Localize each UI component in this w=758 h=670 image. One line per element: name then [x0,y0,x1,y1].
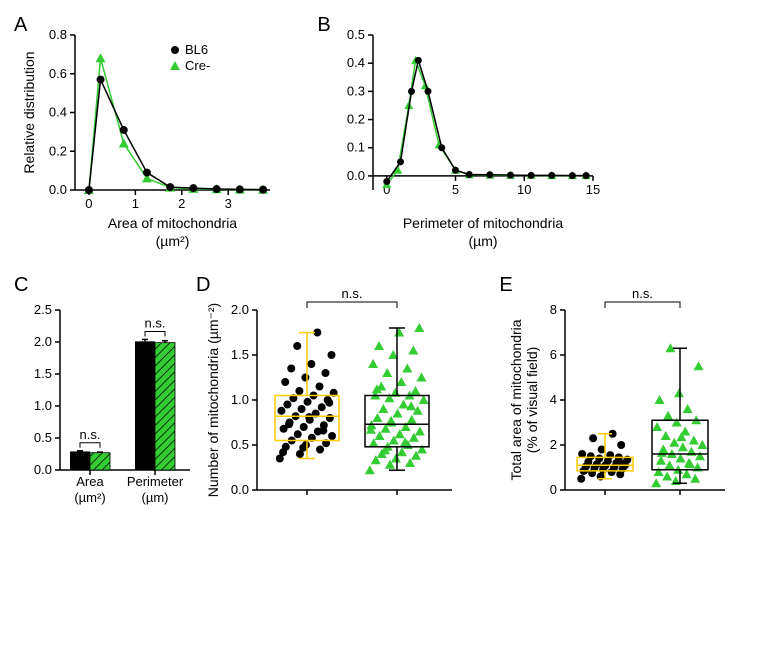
svg-text:0.4: 0.4 [347,55,365,70]
svg-text:0.5: 0.5 [347,27,365,42]
panel-e-label: E [499,274,512,297]
svg-text:Cre-: Cre- [185,58,210,73]
panel-b-label: B [317,14,330,37]
svg-text:1.5: 1.5 [34,366,52,381]
svg-text:15: 15 [586,182,600,197]
panel-c: C 0.00.51.01.52.02.5n.s.Area(µm²)n.s.Per… [20,280,192,540]
svg-text:8: 8 [550,302,557,317]
svg-text:n.s.: n.s. [632,286,653,301]
svg-text:4: 4 [550,392,557,407]
svg-text:10: 10 [517,182,531,197]
svg-text:6: 6 [550,347,557,362]
svg-text:n.s.: n.s. [342,286,363,301]
panel-d-svg: 0.0 0.5 1.0 1.5 2.0 n.s. Number of mitochondri… [202,280,462,540]
panel-a-label: A [14,14,27,37]
svg-text:0.4: 0.4 [49,105,67,120]
svg-text:2.0: 2.0 [231,302,249,317]
svg-text:Perimeter of mitochondria: Perimeter of mitochondria [403,215,564,231]
svg-text:1.5: 1.5 [231,347,249,362]
svg-text:(µm²): (µm²) [156,233,190,249]
svg-text:1.0: 1.0 [34,398,52,413]
panel-d-label: D [196,274,210,297]
svg-text:0.0: 0.0 [347,168,365,183]
svg-text:Perimeter: Perimeter [127,474,184,489]
svg-text:0.2: 0.2 [49,143,67,158]
svg-text:BL6: BL6 [185,42,208,57]
svg-text:1: 1 [132,196,139,211]
panel-d: D 0.00.51.01.52.0n.s.Number of mitochond… [202,280,495,540]
svg-text:2.0: 2.0 [34,334,52,349]
svg-text:0.2: 0.2 [347,112,365,127]
svg-text:Total area of mitochondria: Total area of mitochondria [508,319,524,480]
svg-text:0.0: 0.0 [231,482,249,497]
svg-text:n.s.: n.s. [80,427,101,442]
svg-text:5: 5 [452,182,459,197]
svg-text:0.3: 0.3 [347,83,365,98]
svg-text:(µm): (µm) [469,233,498,249]
figure-grid: A 0.00.20.40.60.80123BL6Cre-Relative dis… [20,20,738,540]
svg-text:0.0: 0.0 [34,462,52,477]
panel-b-svg: 0.00.10.20.30.40.5051015Perimeter of mit… [323,20,603,260]
panel-b: B 0.00.10.20.30.40.5051015Perimeter of m… [323,20,738,260]
svg-text:(% of visual field): (% of visual field) [524,347,540,454]
svg-text:0.5: 0.5 [231,437,249,452]
svg-text:3: 3 [225,196,232,211]
svg-text:Area of mitochondria: Area of mitochondria [108,215,237,231]
svg-text:1.0: 1.0 [231,392,249,407]
svg-text:Area: Area [76,474,104,489]
panel-e-svg: 0 2 4 6 8 n.s. Total area of mitochondria(% of… [505,280,735,540]
svg-text:2.5: 2.5 [34,302,52,317]
svg-text:Relative distribution: Relative distribution [21,51,37,173]
svg-text:n.s.: n.s. [145,315,166,330]
panel-c-label: C [14,274,28,297]
svg-text:0.6: 0.6 [49,66,67,81]
panel-a-svg: 0.0 0.2 0.4 0.6 0.8 0 1 2 3 BL6Cre- Relative distr… [20,20,280,260]
svg-text:0: 0 [85,196,92,211]
svg-text:0.8: 0.8 [49,27,67,42]
panel-e: E 02468n.s.Total area of mitochondria(% … [505,280,738,540]
svg-text:0.0: 0.0 [49,182,67,197]
svg-text:2: 2 [178,196,185,211]
svg-text:0: 0 [550,482,557,497]
svg-text:0.1: 0.1 [347,140,365,155]
svg-text:2: 2 [550,437,557,452]
svg-text:(µm²): (µm²) [74,490,105,505]
panel-a: A 0.00.20.40.60.80123BL6Cre-Relative dis… [20,20,313,260]
svg-text:(µm): (µm) [142,490,169,505]
panel-c-svg: 0.0 0.5 1.0 1.5 2.0 2.5 n.s. Area(µm²) n.s. Perim… [20,280,200,540]
svg-text:Number of mitochondria (µm⁻²): Number of mitochondria (µm⁻²) [205,303,221,497]
svg-text:0.5: 0.5 [34,430,52,445]
